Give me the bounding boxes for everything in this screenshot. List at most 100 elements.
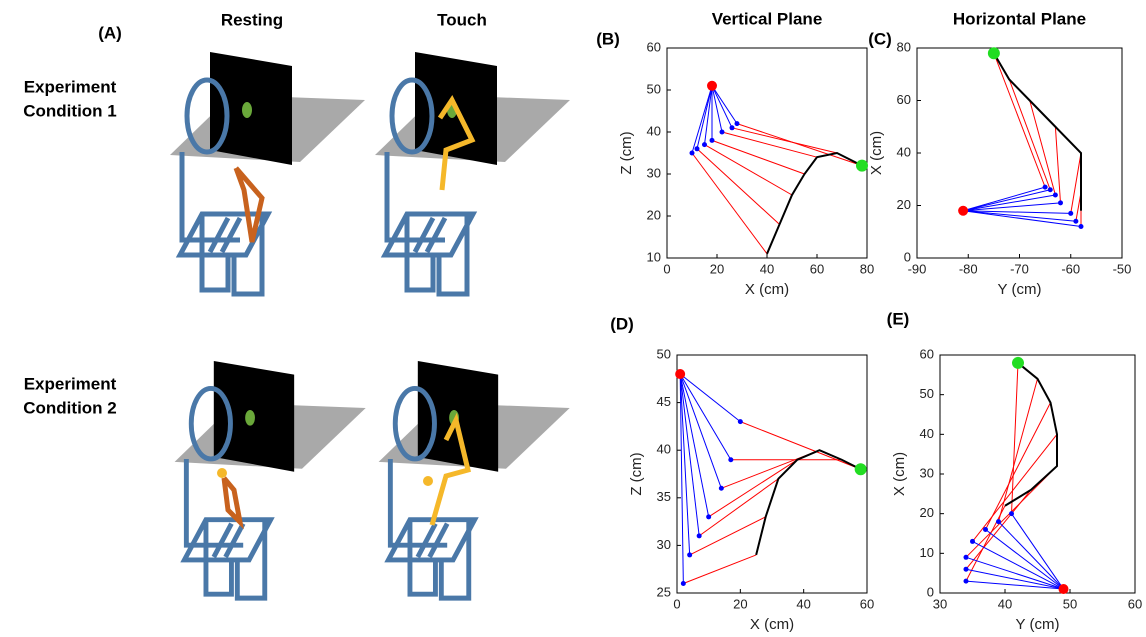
x-tick-label: 40 (998, 596, 1012, 611)
y-tick-label: 20 (647, 207, 661, 222)
target-point (856, 160, 868, 172)
row-title: Condition 1 (23, 101, 116, 120)
x-axis-label: X (cm) (745, 281, 789, 298)
elbow-point (730, 125, 735, 130)
x-tick-label: 20 (733, 596, 747, 611)
start-point (958, 206, 968, 216)
elbow-point (964, 555, 969, 560)
elbow-point (1058, 200, 1063, 205)
chart-title: Horizontal Plane (953, 9, 1086, 28)
elbow-point (964, 579, 969, 584)
start-point (707, 81, 717, 91)
elbow-point (1079, 224, 1084, 229)
y-tick-label: 20 (920, 505, 934, 520)
panel-label: (C) (868, 29, 892, 48)
figure: (A) Resting Touch Experiment Condition 1… (0, 0, 1146, 637)
plot-frame (940, 355, 1135, 593)
y-tick-label: 10 (647, 249, 661, 264)
x-tick-label: -80 (959, 261, 978, 276)
elbow-point (706, 514, 711, 519)
y-axis-label: Z (cm) (618, 131, 635, 174)
x-tick-label: -70 (1010, 261, 1029, 276)
panel-label: (A) (98, 23, 122, 42)
elbow-point (720, 130, 725, 135)
panel-label: (E) (887, 309, 910, 328)
y-tick-label: 25 (657, 584, 671, 599)
elbow-point (983, 527, 988, 532)
y-tick-label: 40 (657, 442, 671, 457)
x-tick-label: 0 (673, 596, 680, 611)
y-tick-label: 30 (647, 165, 661, 180)
x-axis-label: Y (cm) (1016, 616, 1060, 633)
y-tick-label: 60 (920, 346, 934, 361)
y-tick-label: 50 (657, 346, 671, 361)
target-point (988, 47, 1000, 59)
row-title: Experiment (24, 374, 117, 393)
x-tick-label: -50 (1113, 261, 1132, 276)
elbow-point (738, 419, 743, 424)
x-tick-label: 60 (810, 261, 824, 276)
elbow-point (695, 146, 700, 151)
elbow-point (681, 581, 686, 586)
elbow-point (1068, 211, 1073, 216)
elbow-point (719, 486, 724, 491)
x-tick-label: 20 (710, 261, 724, 276)
elbow-point (1048, 187, 1053, 192)
y-tick-label: 30 (657, 537, 671, 552)
y-axis-label: Z (cm) (628, 452, 645, 495)
x-axis-label: X (cm) (750, 616, 794, 633)
x-tick-label: 80 (860, 261, 874, 276)
elbow-point (1009, 511, 1014, 516)
chart-title: Vertical Plane (712, 9, 823, 28)
elbow-point (1043, 185, 1048, 190)
elbow-point (710, 138, 715, 143)
y-axis-label: X (cm) (868, 131, 885, 175)
y-tick-label: 35 (657, 489, 671, 504)
y-tick-label: 60 (647, 39, 661, 54)
elbow-point (687, 552, 692, 557)
x-tick-label: 50 (1063, 596, 1077, 611)
elbow-point (1073, 219, 1078, 224)
y-tick-label: 40 (647, 123, 661, 138)
target-point (1012, 357, 1024, 369)
x-tick-label: 40 (760, 261, 774, 276)
panel-label: (B) (596, 29, 620, 48)
elbow-point (996, 519, 1001, 524)
y-tick-label: 80 (897, 39, 911, 54)
column-title: Resting (221, 10, 283, 29)
y-tick-label: 45 (657, 394, 671, 409)
column-title: Touch (437, 10, 487, 29)
panel-label: (D) (610, 314, 634, 333)
y-tick-label: 60 (897, 92, 911, 107)
elbow-point (690, 151, 695, 156)
plot-frame (917, 48, 1122, 258)
elbow-point (697, 533, 702, 538)
illustration (170, 52, 570, 598)
y-tick-label: 0 (927, 584, 934, 599)
y-tick-label: 50 (920, 386, 934, 401)
elbow-point (702, 142, 707, 147)
elbow-point (728, 457, 733, 462)
x-tick-label: 60 (1128, 596, 1142, 611)
y-tick-label: 20 (897, 197, 911, 212)
start-point (1059, 584, 1069, 594)
x-tick-label: 60 (860, 596, 874, 611)
x-tick-label: -60 (1061, 261, 1080, 276)
elbow-point (735, 121, 740, 126)
x-tick-label: 40 (796, 596, 810, 611)
y-tick-label: 40 (897, 144, 911, 159)
elbow-point (970, 539, 975, 544)
elbow-point (964, 567, 969, 572)
y-tick-label: 0 (904, 249, 911, 264)
y-tick-label: 10 (920, 545, 934, 560)
x-tick-label: 0 (663, 261, 670, 276)
y-tick-label: 40 (920, 426, 934, 441)
y-tick-label: 50 (647, 81, 661, 96)
x-axis-label: Y (cm) (998, 281, 1042, 298)
row-title: Condition 2 (23, 398, 116, 417)
start-point (675, 369, 685, 379)
target-point (855, 463, 867, 475)
elbow-point (1053, 193, 1058, 198)
x-tick-label: 30 (933, 596, 947, 611)
y-axis-label: X (cm) (891, 452, 908, 496)
